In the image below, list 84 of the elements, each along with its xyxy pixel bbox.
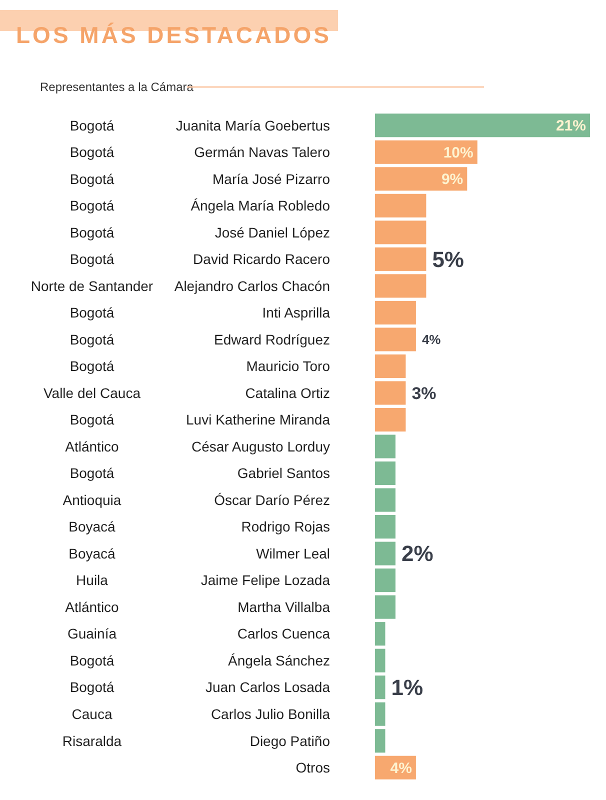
text: Bogotá xyxy=(70,652,114,668)
data-label: 4% xyxy=(422,332,442,348)
y-tick-label: Carlos Cuenca xyxy=(237,626,330,642)
text: Bogotá xyxy=(70,117,114,134)
bar xyxy=(375,194,426,218)
data-label: 9% xyxy=(441,171,464,188)
text: Bogotá xyxy=(70,224,114,240)
bar xyxy=(375,568,396,592)
text: Atlántico xyxy=(65,598,120,615)
y-tick-label: Jaime Felipe Lozada xyxy=(200,572,330,588)
text: Norte de Santander xyxy=(30,278,154,294)
bar xyxy=(375,140,478,164)
bar xyxy=(375,114,590,138)
y-tick-label: Alejandro Carlos Chacón xyxy=(174,278,330,294)
text: Bogotá xyxy=(70,170,114,187)
y-tick-label: Inti Asprilla xyxy=(262,304,330,321)
data-label: 4% xyxy=(390,760,412,777)
y-tick-label: Germán Navas Talero xyxy=(194,144,330,160)
y-tick-label: Otros xyxy=(296,760,330,776)
y-tick-label: Rodrigo Rojas xyxy=(241,518,330,535)
y-tick-label: Óscar Darío Pérez xyxy=(214,492,330,508)
text: Bogotá xyxy=(70,331,114,348)
y-tick-label: Martha Villalba xyxy=(238,598,330,615)
bar xyxy=(375,542,396,566)
data-label: 5% xyxy=(432,246,464,272)
y-tick-label: Gabriel Santos xyxy=(237,465,330,482)
y-tick-label: Catalina Ortiz xyxy=(245,384,330,401)
bar xyxy=(375,729,386,753)
text: Huila xyxy=(76,572,108,588)
y-tick-label: César Augusto Lorduy xyxy=(191,438,330,454)
text: Risaralda xyxy=(62,732,122,749)
text: LOS MÁS DESTACADOS xyxy=(16,22,332,48)
y-tick-label: Wilmer Leal xyxy=(256,545,330,562)
data-label: 1% xyxy=(391,675,424,700)
text: Bogotá xyxy=(70,144,114,160)
y-tick-label: Ángela Sánchez xyxy=(228,652,330,668)
y-tick-label: Edward Rodríguez xyxy=(214,331,330,348)
y-tick-label: María José Pizarro xyxy=(212,170,330,187)
bar xyxy=(375,648,386,672)
bar xyxy=(375,328,416,352)
text: Bogotá xyxy=(70,304,114,321)
y-tick-label: David Ricardo Racero xyxy=(193,251,330,268)
text: Guainía xyxy=(67,626,117,642)
bar xyxy=(375,515,396,539)
bar xyxy=(375,622,386,646)
text: Bogotá xyxy=(70,251,114,268)
y-tick-label: Carlos Julio Bonilla xyxy=(210,706,330,722)
text: Bogotá xyxy=(70,465,114,482)
bar xyxy=(375,595,396,619)
bar xyxy=(375,488,396,512)
y-tick-label: Juan Carlos Losada xyxy=(205,679,330,696)
y-tick-label: Ángela María Robledo xyxy=(190,198,330,214)
text: Boyacá xyxy=(68,518,116,535)
bar xyxy=(375,167,468,191)
data-label: 10% xyxy=(443,144,474,162)
bar xyxy=(375,300,416,324)
y-tick-label: Mauricio Toro xyxy=(246,358,330,374)
y-tick-label: Luvi Katherine Miranda xyxy=(186,412,330,428)
bar xyxy=(375,247,426,271)
text: Bogotá xyxy=(70,358,114,374)
bar xyxy=(375,354,406,378)
text: Cauca xyxy=(72,706,112,722)
text: Bogotá xyxy=(70,198,114,214)
text: Antioquia xyxy=(62,492,122,508)
text: Bogotá xyxy=(70,412,114,428)
bar xyxy=(375,381,406,405)
bar xyxy=(375,676,386,700)
y-tick-label: Diego Patiño xyxy=(250,732,330,749)
data-label: 21% xyxy=(556,118,586,135)
data-label: 3% xyxy=(412,384,436,403)
y-tick-label: José Daniel López xyxy=(214,224,330,240)
text: Atlántico xyxy=(65,438,120,454)
data-label: 2% xyxy=(401,541,434,566)
bar xyxy=(375,702,386,726)
bar xyxy=(375,434,396,458)
text: Boyacá xyxy=(68,545,116,562)
bar xyxy=(375,408,406,432)
bar xyxy=(375,220,426,244)
text: Representantes a la Cámara xyxy=(40,80,194,94)
y-tick-label: Juanita María Goebertus xyxy=(176,117,330,134)
bar xyxy=(375,461,396,486)
bar xyxy=(375,274,426,298)
text: Valle del Cauca xyxy=(43,384,141,401)
text: Bogotá xyxy=(70,679,114,696)
